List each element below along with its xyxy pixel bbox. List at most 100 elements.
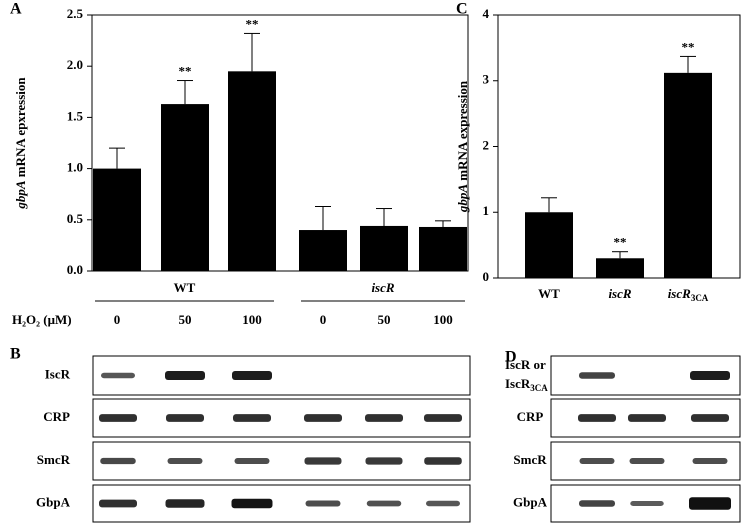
blot-band: [233, 414, 271, 422]
bar: [525, 212, 573, 278]
blot-row-label: GbpA: [36, 494, 71, 509]
blot-row-label: IscR or: [505, 357, 546, 372]
y-axis-label: gbpA mRNA expression: [455, 80, 470, 213]
y-label-text: mRNA epxression: [13, 77, 28, 178]
y-tick-label: 4: [483, 6, 490, 21]
row-label-text: IscR: [45, 366, 71, 381]
group-label: iscR: [371, 280, 394, 295]
x-tick-label: 0: [320, 312, 327, 327]
blot-row-label: SmcR: [513, 452, 547, 467]
bar: [596, 258, 644, 278]
blot-band: [304, 414, 342, 422]
panel-label: B: [10, 346, 21, 363]
blot-row-label: GbpA: [513, 494, 548, 509]
row-label-text: SmcR: [37, 452, 71, 467]
blot-band: [166, 414, 204, 422]
panel-label: C: [456, 1, 468, 18]
blot-row-label: IscR3CA: [505, 376, 548, 393]
bar: [360, 225, 408, 271]
y-tick-label: 0.5: [67, 211, 84, 226]
x-tick-label: WT: [538, 286, 560, 301]
bar: [664, 72, 712, 278]
row-label-text: GbpA: [513, 494, 548, 509]
y-tick-label: 2.0: [67, 57, 83, 72]
x-tick-label: iscR3CA: [668, 286, 709, 303]
blot-band: [365, 457, 403, 465]
significance-label: **: [179, 64, 192, 79]
y-tick-label: 2.5: [67, 6, 84, 21]
y-label-gene: gbpA: [455, 184, 470, 214]
category-text: 100: [433, 312, 453, 327]
blot-band: [689, 497, 731, 510]
bar: [228, 71, 276, 271]
blot-box: [92, 355, 471, 396]
blot-band: [424, 457, 462, 465]
y-tick-label: 3: [483, 72, 490, 87]
bar: [93, 168, 141, 271]
blot-band: [426, 500, 460, 507]
y-tick-label: 0: [483, 269, 490, 284]
blot-band: [579, 372, 615, 379]
x-tick-label: 100: [433, 312, 453, 327]
blot-box: [92, 441, 471, 481]
row-label-text: IscR or: [505, 357, 546, 372]
blot-band: [234, 458, 270, 464]
category-text: 0: [320, 312, 327, 327]
blot-band: [167, 458, 203, 464]
x-tick-label: 0: [114, 312, 121, 327]
category-subscript: 3CA: [691, 293, 709, 303]
x-axis-label: H₂O₂ (μM): [12, 312, 72, 327]
blot-row-label: CRP: [517, 409, 544, 424]
y-tick-label: 0.0: [67, 262, 83, 277]
category-text: WT: [538, 286, 560, 301]
y-tick-label: 2: [483, 137, 490, 152]
row-label-subscript: 3CA: [530, 383, 548, 393]
y-label-gene: gbpA: [13, 180, 28, 210]
x-tick-label: 50: [378, 312, 391, 327]
blot-band: [304, 457, 342, 465]
row-label-text: CRP: [517, 409, 544, 424]
significance-label: **: [682, 39, 695, 54]
blot-band: [690, 371, 730, 380]
blot-band: [99, 499, 137, 508]
blot-band: [232, 371, 272, 380]
bar: [419, 226, 467, 271]
bar: [161, 104, 209, 271]
y-label-text: mRNA expression: [455, 80, 470, 181]
x-tick-label: 100: [242, 312, 262, 327]
blot-band: [99, 414, 137, 422]
panel-label: A: [10, 1, 22, 18]
row-label-text: CRP: [43, 409, 70, 424]
x-tick-label: iscR: [608, 286, 631, 301]
blot-band: [365, 414, 403, 422]
category-text: 50: [179, 312, 192, 327]
row-label-text: SmcR: [513, 452, 547, 467]
blot-box: [92, 398, 471, 438]
blot-band: [231, 498, 273, 509]
y-axis-label: gbpA mRNA epxression: [13, 77, 28, 210]
blot-band: [165, 499, 205, 508]
blot-row-label: SmcR: [37, 452, 71, 467]
significance-label: **: [246, 16, 259, 31]
blot-band: [579, 458, 615, 464]
y-tick-label: 1.0: [67, 160, 83, 175]
blot-band: [101, 372, 135, 379]
blot-band: [578, 414, 616, 422]
bar: [299, 230, 347, 271]
category-text: 0: [114, 312, 121, 327]
blot-band: [165, 371, 205, 380]
category-text: iscR: [668, 286, 691, 301]
row-label-text: IscR: [505, 376, 531, 391]
blot-band: [579, 500, 615, 507]
plot-frame: [91, 14, 469, 272]
blot-band: [366, 500, 402, 507]
blot-band: [630, 500, 664, 507]
blot-band: [100, 457, 136, 465]
blot-band: [305, 500, 341, 507]
blot-row-label: CRP: [43, 409, 70, 424]
blot-row-label: IscR: [45, 366, 71, 381]
panel-label: D: [505, 349, 517, 366]
blot-band: [692, 458, 728, 464]
blot-band: [629, 458, 665, 464]
